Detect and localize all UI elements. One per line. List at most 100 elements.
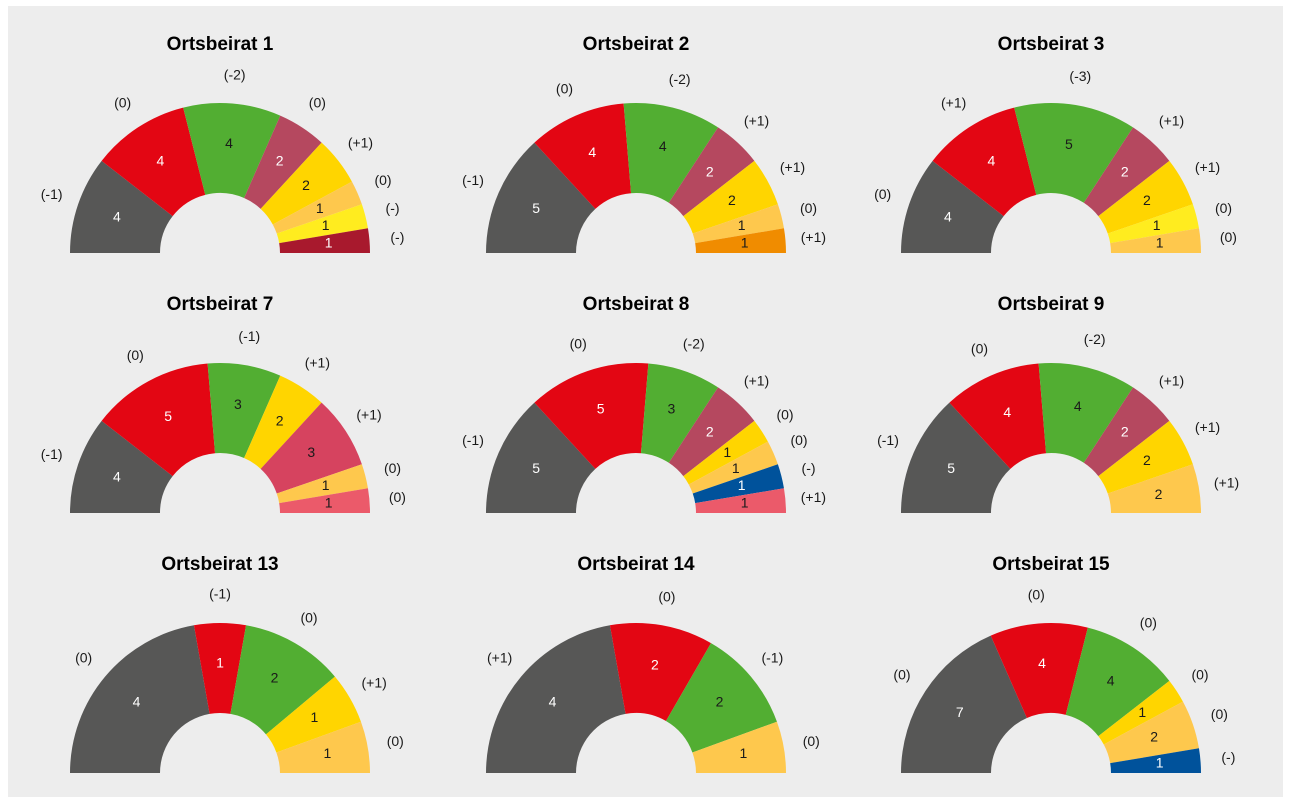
value-label: 1	[325, 235, 333, 251]
change-label: (-1)	[238, 328, 260, 344]
segment	[692, 721, 786, 773]
segment	[1038, 363, 1134, 463]
change-label: (0)	[800, 200, 817, 216]
value-label: 1	[322, 477, 330, 493]
change-label: (+1)	[487, 649, 512, 665]
value-label: 4	[156, 152, 164, 168]
segment	[207, 363, 281, 459]
segment	[276, 204, 368, 244]
value-label: 1	[310, 709, 318, 725]
segment	[70, 625, 210, 773]
segment	[486, 625, 626, 773]
segment	[688, 441, 778, 494]
change-label: (-1)	[877, 432, 899, 448]
segment	[534, 363, 649, 469]
change-label: (+1)	[1195, 419, 1220, 435]
value-label: 5	[532, 460, 540, 476]
change-label: (0)	[114, 95, 131, 111]
segment	[666, 643, 777, 753]
value-label: 5	[1065, 136, 1073, 152]
segment	[260, 142, 352, 225]
change-label: (-1)	[41, 446, 63, 462]
change-label: (+1)	[744, 113, 769, 129]
value-label: 1	[1156, 755, 1164, 771]
value-label: 1	[738, 477, 746, 493]
value-label: 2	[1143, 192, 1151, 208]
change-label: (0)	[1211, 706, 1228, 722]
segment	[244, 115, 322, 209]
value-label: 2	[706, 164, 714, 180]
segment	[692, 204, 784, 244]
value-label: 2	[728, 192, 736, 208]
value-label: 4	[1038, 655, 1046, 671]
segment	[1103, 701, 1199, 764]
segment	[486, 142, 596, 253]
change-label: (+1)	[1159, 113, 1184, 129]
segment	[1083, 387, 1170, 477]
change-label: (+1)	[356, 406, 381, 422]
chart-title: Ortsbeirat 3	[998, 34, 1105, 55]
segment	[272, 181, 362, 234]
segment	[932, 107, 1037, 217]
change-label: (-2)	[683, 335, 705, 351]
segment	[668, 387, 755, 477]
value-label: 4	[113, 468, 121, 484]
segment	[668, 127, 755, 217]
value-label: 2	[716, 694, 724, 710]
change-label: (-)	[802, 460, 816, 476]
segment	[1098, 160, 1193, 234]
change-label: (0)	[300, 610, 317, 626]
value-label: 5	[164, 408, 172, 424]
value-label: 3	[667, 401, 675, 417]
change-label: (-1)	[462, 172, 484, 188]
chart-title: Ortsbeirat 8	[583, 294, 690, 315]
value-label: 1	[739, 745, 747, 761]
value-label: 2	[302, 177, 310, 193]
value-label: 4	[944, 208, 952, 224]
segment	[279, 488, 370, 513]
segment	[1098, 420, 1193, 494]
value-label: 2	[706, 424, 714, 440]
segment	[1110, 748, 1201, 773]
value-label: 2	[276, 412, 284, 428]
segment	[683, 160, 778, 234]
segment	[1065, 627, 1170, 737]
value-label: 1	[1153, 217, 1161, 233]
change-label: (0)	[374, 172, 391, 188]
segment	[683, 420, 768, 485]
value-label: 4	[659, 138, 667, 154]
value-label: 1	[732, 460, 740, 476]
chart-title: Ortsbeirat 15	[992, 554, 1110, 575]
change-label: (0)	[1215, 200, 1232, 216]
value-label: 5	[532, 200, 540, 216]
segment	[623, 103, 719, 203]
value-label: 4	[549, 694, 557, 710]
change-label: (-2)	[1084, 331, 1106, 347]
segment	[1110, 228, 1201, 253]
value-label: 1	[1156, 235, 1164, 251]
value-label: 7	[956, 704, 964, 720]
change-label: (0)	[776, 406, 793, 422]
segment	[1107, 464, 1201, 513]
segment	[1014, 102, 1134, 203]
value-label: 1	[741, 495, 749, 511]
segment	[901, 635, 1027, 773]
segment	[230, 625, 335, 735]
change-label: (-2)	[669, 71, 691, 87]
value-label: 2	[1143, 452, 1151, 468]
segment	[265, 676, 361, 753]
change-label: (-1)	[209, 586, 231, 602]
change-label: (0)	[658, 588, 675, 604]
value-label: 1	[1138, 704, 1146, 720]
value-label: 1	[723, 444, 731, 460]
segment	[1098, 680, 1183, 745]
segment	[276, 464, 368, 504]
change-label: (+1)	[362, 675, 387, 691]
value-label: 5	[947, 460, 955, 476]
value-label: 4	[113, 208, 121, 224]
change-label: (+1)	[348, 134, 373, 150]
change-label: (0)	[384, 460, 401, 476]
segment	[244, 375, 322, 469]
